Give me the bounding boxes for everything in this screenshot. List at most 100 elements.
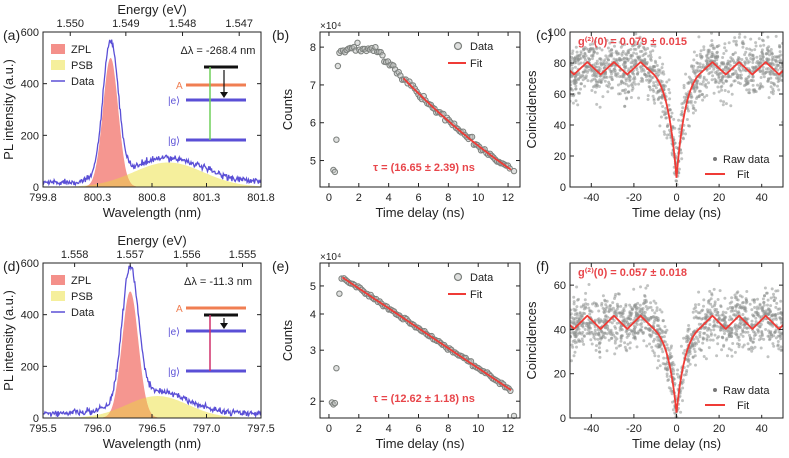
raw-data-point <box>579 82 583 86</box>
raw-data-point <box>616 72 620 76</box>
raw-data-point <box>667 88 671 91</box>
y-tick-label: 4 <box>310 309 316 321</box>
raw-data-point <box>768 337 772 341</box>
raw-data-point <box>733 36 737 40</box>
x-tick-label: 20 <box>713 423 725 435</box>
raw-data-point <box>750 345 754 349</box>
raw-data-point <box>607 310 611 314</box>
raw-data-point <box>725 69 728 72</box>
raw-data-point <box>621 50 625 53</box>
raw-data-point <box>587 48 591 52</box>
raw-data-point <box>704 317 708 320</box>
y-tick-label: 0 <box>33 182 39 194</box>
raw-data-point <box>766 35 770 39</box>
level-a-label: A <box>176 81 183 92</box>
raw-data-point <box>637 96 641 100</box>
raw-data-point <box>754 316 758 320</box>
raw-data-point <box>717 335 721 339</box>
raw-data-point <box>706 50 710 54</box>
raw-data-point <box>710 39 714 43</box>
raw-data-point <box>610 72 613 76</box>
raw-data-point <box>570 87 573 91</box>
raw-data-point <box>652 97 656 101</box>
y-tick-label: 20 <box>554 151 566 163</box>
raw-data-point <box>653 311 657 315</box>
raw-data-point <box>719 305 723 309</box>
raw-data-point <box>704 82 708 86</box>
top-tick-label: 1.556 <box>173 249 201 261</box>
raw-data-point <box>645 73 648 77</box>
raw-data-point <box>577 297 580 301</box>
legend-label-fit: Fit <box>470 58 482 70</box>
raw-data-point <box>662 335 666 339</box>
raw-data-point <box>622 307 626 311</box>
x-tick-label: 796.0 <box>84 423 112 435</box>
raw-data-point <box>709 338 712 342</box>
raw-data-point <box>649 58 653 62</box>
raw-data-point <box>698 52 702 56</box>
legend-label-data: Data <box>71 307 95 319</box>
raw-data-point <box>713 302 717 306</box>
raw-data-point <box>647 78 651 82</box>
raw-data-point <box>687 324 691 327</box>
raw-data-point <box>691 355 695 359</box>
raw-data-point <box>715 44 719 48</box>
raw-data-point <box>631 332 635 336</box>
raw-data-point <box>590 89 594 92</box>
raw-data-point <box>697 290 701 294</box>
raw-data-point <box>747 53 751 57</box>
raw-data-point <box>628 332 632 336</box>
y-axis-label: Coincidences <box>524 70 539 149</box>
raw-data-point <box>651 94 655 98</box>
raw-data-point <box>698 311 702 315</box>
raw-data-point <box>729 348 733 352</box>
raw-data-point <box>637 44 641 48</box>
raw-data-point <box>658 308 662 312</box>
raw-data-point <box>677 167 681 171</box>
raw-data-point <box>731 306 735 310</box>
raw-data-point <box>688 124 691 128</box>
raw-data-point <box>694 309 698 313</box>
raw-data-point <box>662 356 666 360</box>
raw-data-point <box>654 61 658 65</box>
raw-data-point <box>680 157 684 161</box>
raw-data-point <box>753 65 756 69</box>
raw-data-point <box>756 297 759 301</box>
raw-data-point <box>775 301 779 305</box>
raw-data-point <box>574 45 578 49</box>
raw-data-point <box>684 373 688 377</box>
raw-data-point <box>709 55 713 59</box>
panel-label: (d) <box>3 258 20 274</box>
raw-data-point <box>575 340 579 344</box>
raw-data-point <box>591 53 595 57</box>
raw-data-point <box>670 344 673 348</box>
raw-data-point <box>751 75 755 79</box>
raw-data-point <box>683 349 687 352</box>
delta-lambda-label: Δλ = -268.4 nm <box>181 45 256 57</box>
raw-data-point <box>637 82 641 86</box>
raw-data-point <box>710 32 713 35</box>
legend-swatch-psb <box>51 291 65 301</box>
top-tick-label: 1.555 <box>229 249 257 261</box>
legend-swatch-raw <box>713 157 717 161</box>
raw-data-point <box>594 302 598 306</box>
raw-data-point <box>651 65 655 69</box>
raw-data-point <box>596 337 600 341</box>
data-point <box>336 290 343 297</box>
legend-swatch-zpl <box>51 275 65 285</box>
raw-data-point <box>747 91 751 95</box>
y-axis-label: Counts <box>280 319 295 361</box>
raw-data-point <box>757 37 761 41</box>
raw-data-point <box>733 79 737 83</box>
raw-data-point <box>606 328 610 332</box>
raw-data-point <box>593 40 597 44</box>
panel-label: (c) <box>536 27 552 43</box>
raw-data-point <box>741 345 745 349</box>
raw-data-point <box>773 83 776 87</box>
raw-data-point <box>779 331 783 335</box>
raw-data-point <box>762 303 766 307</box>
raw-data-point <box>712 67 716 71</box>
raw-data-point <box>776 312 780 316</box>
raw-data-point <box>584 305 588 309</box>
raw-data-point <box>660 347 664 351</box>
